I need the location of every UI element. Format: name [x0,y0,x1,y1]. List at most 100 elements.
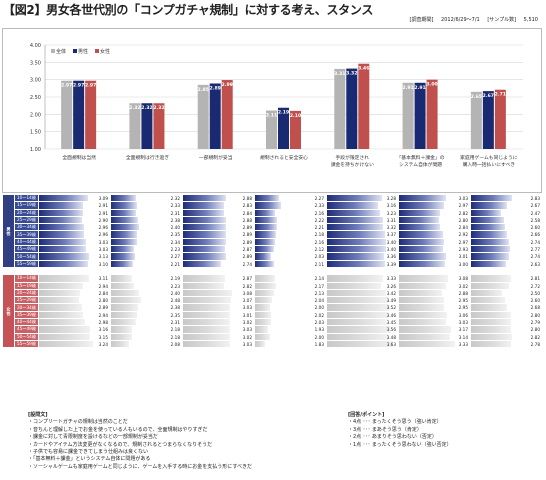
score-value: 3.32 [386,225,396,231]
score-value: 3.33 [458,341,468,347]
score-bar [399,224,441,230]
table-row: 15〜19歳 2.91 2.33 2.83 2.33 3.16 2.97 2.67 [3,201,543,210]
score-cell: 2.87 [182,274,255,283]
age-label: 10〜14歳 [14,274,39,283]
score-cell: 2.13 [254,288,327,298]
question-header: [設問文] [28,412,48,418]
score-cell: 2.23 [110,281,183,290]
bar [290,110,301,149]
age-label: 40〜44歳 [14,237,39,247]
score-bar [111,202,137,209]
score-value: 2.17 [314,283,324,289]
score-value: 2.18 [170,327,180,333]
score-value: 2.19 [170,276,180,282]
score-bar [471,195,513,201]
score-value: 2.35 [170,312,180,318]
score-value: 2.13 [314,290,324,296]
table-row: 20〜24歳 2.84 2.40 3.08 2.13 3.42 2.88 2.50 [3,288,543,298]
question-line: ・ソーシャルゲームも家庭用ゲームと同じように、ゲームを入手する時にお金を支払う形… [28,463,253,470]
score-value: 2.80 [458,217,468,223]
score-bar [39,334,90,340]
score-bar [39,275,89,282]
score-value: 2.14 [314,276,324,282]
score-bar [471,210,501,216]
score-value: 3.11 [98,276,108,282]
score-bar [183,246,226,252]
score-cell: 2.18 [254,230,327,239]
score-bar [111,304,139,311]
score-cell: 2.23 [110,245,183,254]
score-value: 3.45 [386,320,396,326]
score-value: 2.91 [98,203,108,209]
score-cell: 3.02 [182,332,255,341]
score-bar [111,210,136,216]
score-bar [327,210,381,216]
score-cell: 2.98 [38,318,111,327]
score-value: 3.33 [386,276,396,282]
x-tick-label: 購入時一括払いにすべき [463,161,516,168]
score-value: 2.38 [170,217,180,223]
score-cell: 2.04 [254,296,327,305]
score-cell: 2.34 [110,237,183,247]
score-cell: 3.03 [38,237,111,247]
score-cell: 3.00 [398,259,471,268]
score-cell: 2.72 [470,281,543,290]
score-bar [255,195,279,201]
table-row: 35〜39歳 2.94 2.35 3.01 2.02 3.46 3.06 2.80 [3,310,543,320]
score-bar [39,261,89,267]
score-value: 2.74 [530,239,540,245]
score-bar [327,312,388,318]
score-value: 2.94 [98,312,108,318]
score-bar [39,326,91,333]
score-bar [471,283,509,289]
score-cell: 2.60 [470,223,543,232]
table-row: 男性 10〜14歳 3.09 2.32 2.88 2.27 3.28 3.03 2.83 [2,193,543,268]
score-value: 2.12 [314,247,324,253]
score-bar [255,326,269,333]
score-value: 2.18 [314,232,324,238]
bar-value-label: 2.71 [495,92,506,98]
score-value: 3.08 [242,290,252,296]
score-cell: 3.32 [326,223,399,232]
score-cell: 3.49 [326,296,399,305]
group-separator [2,266,543,276]
score-cell: 2.22 [254,215,327,225]
score-cell: 2.60 [470,296,543,305]
legend-label: 男性 [78,48,88,55]
score-value: 3.06 [458,312,468,318]
answer-line: ・2点 ･･･ あまりそう思わない（否定） [348,434,437,441]
score-cell: 3.01 [398,252,471,261]
score-cell: 2.95 [398,296,471,305]
score-bar [183,341,231,347]
score-value: 2.60 [530,298,540,304]
score-cell: 2.74 [470,237,543,247]
score-bar [183,217,226,223]
y-tick-label: 2.00 [30,112,41,118]
score-value: 2.87 [242,276,252,282]
score-cell: 3.28 [326,193,399,203]
score-cell: 3.01 [182,310,255,320]
score-cell: 3.17 [398,325,471,334]
bar [334,68,346,149]
score-value: 3.03 [458,320,468,326]
score-cell: 2.50 [470,288,543,298]
bar-value-label: 2.91 [402,85,413,91]
score-cell: 3.24 [38,339,111,349]
score-bar [111,246,134,252]
score-cell: 2.66 [470,230,543,239]
y-tick-label: 4.00 [30,43,41,49]
score-cell: 2.31 [110,318,183,327]
score-bar [399,304,444,311]
score-value: 2.79 [530,320,540,326]
score-value: 2.00 [314,334,324,340]
table-row: 25〜29歳 2.80 2.48 3.07 2.04 3.49 2.95 2.60 [3,296,543,305]
score-cell: 2.96 [38,223,111,232]
score-bar [39,195,89,201]
score-value: 2.83 [530,196,540,201]
age-label: 30〜34歳 [14,223,39,232]
score-cell: 2.68 [470,303,543,312]
score-cell: 2.00 [254,303,327,312]
score-cell: 2.16 [254,237,327,247]
score-value: 2.63 [530,261,540,267]
score-value: 2.84 [458,225,468,231]
